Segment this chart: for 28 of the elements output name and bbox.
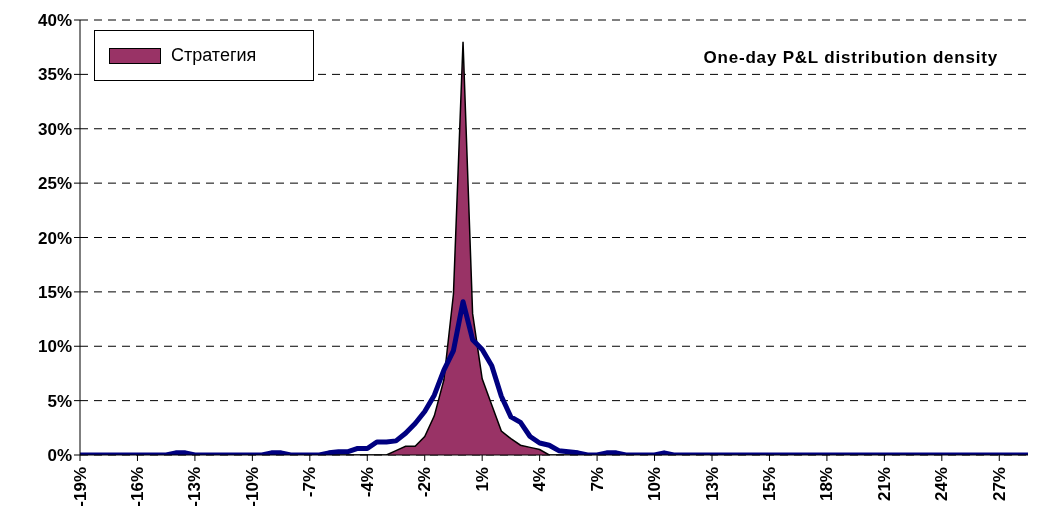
y-tick-label: 25% bbox=[37, 174, 72, 194]
x-tick-label: 15% bbox=[759, 467, 779, 502]
x-tick-label: 7% bbox=[587, 467, 607, 492]
y-tick-label: 10% bbox=[37, 337, 72, 357]
x-tick-label: 27% bbox=[989, 467, 1009, 502]
y-tick-label: 30% bbox=[37, 119, 72, 139]
x-tick-label: 13% bbox=[702, 467, 722, 502]
x-tick-label: -16% bbox=[127, 467, 147, 507]
x-tick-label: -19% bbox=[70, 467, 90, 507]
x-tick-label: 4% bbox=[530, 467, 550, 492]
y-tick-label: 15% bbox=[37, 282, 72, 302]
y-tick-label: 35% bbox=[37, 65, 72, 85]
x-tick-label: -2% bbox=[415, 467, 435, 498]
x-tick-label: 18% bbox=[817, 467, 837, 502]
x-tick-label: 24% bbox=[932, 467, 952, 502]
y-tick-label: 40% bbox=[37, 11, 72, 31]
x-tick-label: -4% bbox=[357, 467, 377, 498]
x-tick-label: -7% bbox=[300, 467, 320, 498]
y-tick-label: 20% bbox=[37, 228, 72, 248]
x-tick-label: 1% bbox=[472, 467, 492, 492]
legend-label: Стратегия bbox=[171, 45, 257, 66]
y-tick-label: 0% bbox=[47, 446, 72, 466]
x-tick-label: 21% bbox=[874, 467, 894, 502]
y-tick-label: 5% bbox=[47, 391, 72, 411]
x-tick-label: -10% bbox=[242, 467, 262, 507]
x-tick-label: 10% bbox=[645, 467, 665, 502]
x-tick-label: -13% bbox=[185, 467, 205, 507]
text: One-day P&L distribution density bbox=[703, 48, 998, 68]
